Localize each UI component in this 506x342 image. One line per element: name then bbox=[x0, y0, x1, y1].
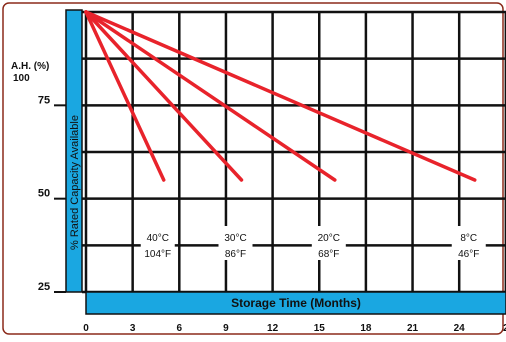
y-ticks: 75 50 25 bbox=[38, 94, 66, 293]
series-label-fahrenheit: 46°F bbox=[458, 249, 479, 260]
series-label: 8°C bbox=[460, 233, 477, 244]
series-label-bg bbox=[451, 226, 486, 260]
chart-frame bbox=[2, 2, 504, 335]
y-axis-title: % Rated Capacity Available bbox=[69, 115, 81, 250]
series-label: 40°C bbox=[147, 233, 169, 244]
x-tick-label: 0 bbox=[83, 323, 89, 334]
y-tick-label: 25 bbox=[38, 281, 50, 293]
series-label: 30°C bbox=[224, 233, 246, 244]
y-unit-label: A.H. (%) bbox=[11, 61, 49, 72]
series-label: 20°C bbox=[318, 233, 340, 244]
series-line bbox=[84, 10, 477, 182]
y-axis-band bbox=[65, 9, 83, 293]
series-label-fahrenheit: 86°F bbox=[225, 249, 246, 260]
series-label-bg bbox=[218, 226, 253, 260]
series-label-bg bbox=[140, 226, 175, 260]
series-label-fahrenheit: 68°F bbox=[318, 249, 339, 260]
series-line bbox=[84, 10, 244, 182]
y-unit-label-100: 100 bbox=[13, 73, 30, 84]
x-tick-label: 9 bbox=[223, 323, 229, 334]
x-tick-label: 21 bbox=[407, 323, 419, 334]
x-axis-band bbox=[85, 291, 506, 315]
series-line bbox=[84, 10, 166, 182]
y-tick-label: 50 bbox=[38, 188, 50, 200]
x-tick-label: 24 bbox=[454, 323, 466, 334]
series-labels: 40°C 104°F 30°C 86°F 20°C 68°F 8°C 46°F bbox=[140, 226, 486, 260]
series-label-fahrenheit: 104°F bbox=[144, 249, 171, 260]
x-tick-label: 6 bbox=[177, 323, 183, 334]
x-tick-label: 15 bbox=[314, 323, 326, 334]
x-tick-label: 3 bbox=[130, 323, 136, 334]
x-axis-title: Storage Time (Months) bbox=[231, 296, 361, 310]
x-ticks: 0 3 6 9 12 15 18 21 24 2 bbox=[83, 323, 506, 334]
series-line bbox=[84, 10, 337, 182]
y-tick-label: 75 bbox=[38, 94, 50, 106]
series-lines bbox=[84, 10, 477, 182]
x-tick-label: 12 bbox=[267, 323, 279, 334]
series-label-bg bbox=[311, 226, 346, 260]
x-tick-label: 18 bbox=[360, 323, 372, 334]
x-tick-label: 2 bbox=[503, 323, 506, 334]
